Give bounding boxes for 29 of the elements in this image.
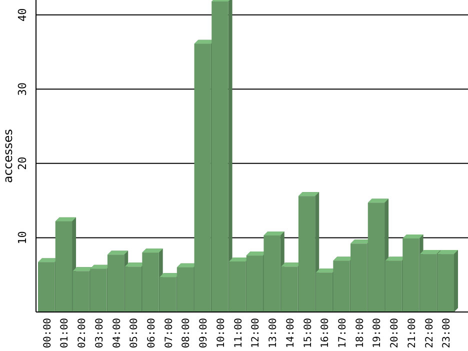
x-tick-label: 16:00: [320, 318, 332, 348]
x-tick-label: 10:00: [216, 318, 227, 348]
x-tick-label: 23:00: [442, 318, 453, 348]
x-tick-label: 15:00: [302, 318, 314, 348]
y-tick-label: 10: [16, 231, 29, 244]
x-tick-label: 14:00: [285, 318, 296, 348]
x-tick-label: 02:00: [77, 318, 88, 348]
x-tick-label: 17:00: [337, 318, 348, 348]
x-tick-label: 07:00: [164, 318, 175, 348]
x-tick-label: 11:00: [233, 318, 244, 348]
x-tick-label: 20:00: [390, 318, 401, 348]
y-axis-title: accesses: [1, 128, 15, 184]
x-tick-label: 01:00: [60, 318, 71, 348]
x-tick-label: 18:00: [354, 318, 366, 348]
x-tick-label: 09:00: [198, 318, 210, 348]
x-tick-label: 13:00: [268, 318, 280, 348]
x-tick-label: 05:00: [129, 318, 140, 348]
x-tick-label: 08:00: [181, 318, 192, 348]
y-tick-label: 30: [16, 82, 29, 96]
x-tick-label: 00:00: [42, 318, 54, 348]
x-tick-label: 06:00: [146, 318, 158, 348]
x-tick-label: 03:00: [94, 318, 106, 348]
x-tick-label: 22:00: [424, 318, 436, 348]
x-tick-label: 19:00: [372, 318, 384, 348]
y-tick-label: 40: [16, 8, 29, 22]
y-tick-label: 20: [16, 156, 29, 170]
x-tick-label: 21:00: [406, 318, 418, 348]
x-tick-label: 04:00: [112, 318, 123, 348]
x-tick-label: 12:00: [250, 318, 262, 348]
